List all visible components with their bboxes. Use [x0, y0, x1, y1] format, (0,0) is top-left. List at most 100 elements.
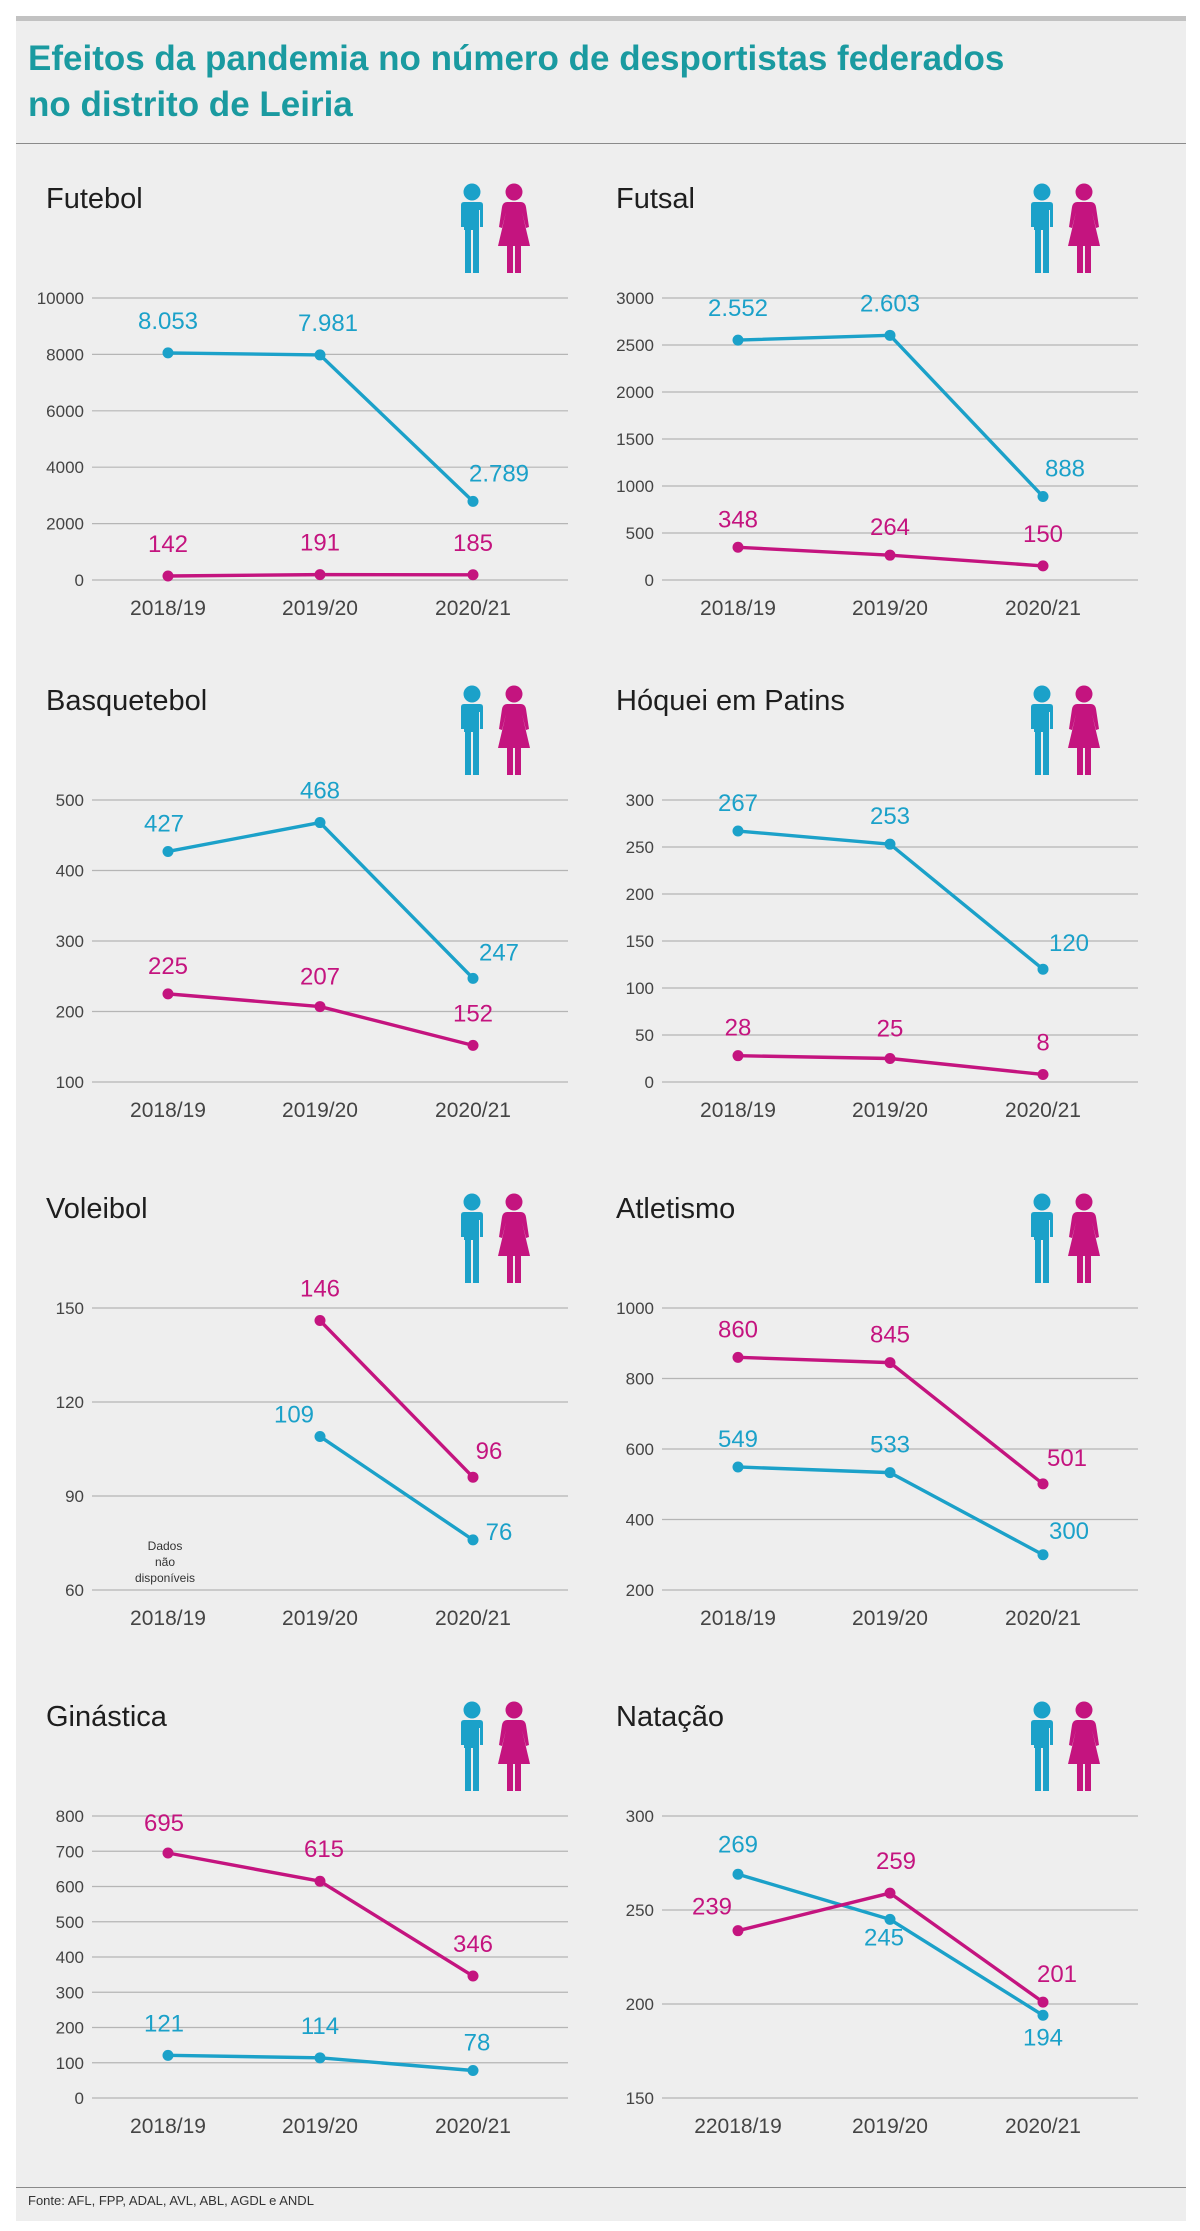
x-tick-label: 2019/20: [852, 2115, 928, 2138]
data-label-female: 28: [725, 1015, 752, 1042]
data-label-male: 78: [464, 2030, 491, 2057]
data-label-male: 76: [486, 1519, 513, 1546]
y-tick-label: 4000: [46, 458, 84, 477]
data-point-female: [467, 1039, 479, 1051]
footer-divider: [16, 2187, 1186, 2188]
y-tick-label: 700: [56, 1842, 84, 1861]
male-figure-icon: [1031, 183, 1053, 273]
data-point-female: [162, 570, 174, 582]
x-tick-label: 2019/20: [282, 1099, 358, 1122]
data-label-male: 300: [1049, 1518, 1089, 1545]
female-figure-icon: [1068, 685, 1100, 775]
x-tick-label: 2019/20: [852, 597, 928, 620]
data-point-female: [1037, 1996, 1049, 2008]
y-tick-label: 2000: [616, 383, 654, 402]
y-tick-label: 300: [626, 1807, 654, 1826]
male-figure-icon: [1031, 1701, 1053, 1791]
series-line-male: [166, 351, 475, 504]
data-label-male: 247: [479, 939, 519, 966]
data-point-male: [1037, 963, 1049, 975]
data-point-female: [732, 541, 744, 553]
x-tick-label: 2020/21: [1005, 2115, 1081, 2138]
data-point-male: [314, 349, 326, 361]
data-label-female: 152: [453, 1000, 493, 1027]
x-tick-label: 2018/19: [130, 1607, 206, 1630]
data-point-female: [314, 1315, 326, 1327]
data-label-male: 114: [301, 2013, 339, 2040]
chart-title: Voleibol: [46, 1193, 148, 1225]
x-tick-label: 2018/19: [700, 1607, 776, 1630]
series-line-male: [736, 333, 1045, 499]
page-title-line-1: Efeitos da pandemia no número de desport…: [28, 39, 1005, 78]
y-tick-label: 100: [56, 1073, 84, 1092]
y-tick-label: 1000: [616, 1299, 654, 1318]
data-label-male: 2.603: [860, 290, 920, 317]
title-divider: [16, 143, 1186, 144]
data-label-male: 427: [144, 810, 184, 837]
data-point-female: [467, 569, 479, 581]
chart-title: Hóquei em Patins: [616, 685, 845, 717]
y-tick-label: 10000: [37, 289, 84, 308]
x-tick-label: 2018/19: [130, 1099, 206, 1122]
y-tick-label: 200: [56, 1003, 84, 1022]
y-tick-label: 200: [626, 885, 654, 904]
data-label-male: 533: [870, 1432, 910, 1459]
y-tick-label: 250: [626, 1901, 654, 1920]
y-tick-label: 150: [56, 1299, 84, 1318]
data-point-male: [314, 1430, 326, 1442]
x-tick-label: 2018/19: [700, 1099, 776, 1122]
data-point-female: [314, 1875, 326, 1887]
female-figure-icon: [1068, 1193, 1100, 1283]
page-title: Efeitos da pandemia no número de desport…: [28, 36, 1168, 128]
data-point-male: [884, 1467, 896, 1479]
data-point-male: [1037, 491, 1049, 503]
data-point-male: [467, 1534, 479, 1546]
data-point-female: [884, 1887, 896, 1899]
data-label-male: 109: [274, 1401, 314, 1428]
data-point-female: [884, 1357, 896, 1369]
data-point-female: [162, 1847, 174, 1859]
data-label-female: 207: [300, 964, 340, 991]
x-tick-label: 2020/21: [1005, 597, 1081, 620]
y-tick-label: 500: [56, 791, 84, 810]
data-label-female: 860: [718, 1316, 758, 1343]
chart-title: Natação: [616, 1701, 724, 1733]
y-tick-label: 300: [626, 791, 654, 810]
data-point-male: [732, 1868, 744, 1880]
data-label-female: 191: [300, 530, 340, 557]
data-label-female: 259: [876, 1848, 916, 1875]
data-label-female: 142: [148, 531, 188, 558]
data-label-female: 615: [304, 1836, 344, 1863]
x-tick-label: 2020/21: [435, 2115, 511, 2138]
data-label-female: 501: [1047, 1445, 1087, 1472]
data-point-female: [884, 549, 896, 561]
missing-data-note: disponíveis: [135, 1571, 195, 1585]
female-figure-icon: [498, 1701, 530, 1791]
data-point-male: [467, 495, 479, 507]
y-tick-label: 500: [56, 1913, 84, 1932]
male-figure-icon: [461, 1193, 483, 1283]
y-tick-label: 800: [56, 1807, 84, 1826]
data-point-female: [467, 1471, 479, 1483]
data-label-female: 239: [692, 1894, 732, 1921]
data-label-male: 7.981: [298, 310, 358, 337]
data-point-male: [732, 1461, 744, 1473]
x-tick-label: 2019/20: [282, 597, 358, 620]
y-tick-label: 150: [626, 932, 654, 951]
y-tick-label: 600: [626, 1440, 654, 1459]
source-note: Fonte: AFL, FPP, ADAL, AVL, ABL, AGDL e …: [28, 2193, 314, 2208]
y-tick-label: 400: [56, 862, 84, 881]
data-label-male: 2.552: [708, 295, 768, 322]
y-tick-label: 600: [56, 1878, 84, 1897]
data-label-female: 8: [1036, 1029, 1049, 1056]
y-tick-label: 120: [56, 1393, 84, 1412]
y-tick-label: 6000: [46, 402, 84, 421]
page-title-line-2: no distrito de Leiria: [28, 85, 353, 124]
data-label-female: 201: [1037, 1961, 1077, 1988]
female-figure-icon: [498, 1193, 530, 1283]
y-tick-label: 100: [56, 2054, 84, 2073]
series-line-female: [736, 1355, 1045, 1486]
data-label-male: 8.053: [138, 308, 198, 335]
chart-8: Natação 150 200 250 300 22018/19 2019/20 2020/2…: [616, 1701, 1138, 2138]
data-label-male: 245: [864, 1924, 904, 1951]
